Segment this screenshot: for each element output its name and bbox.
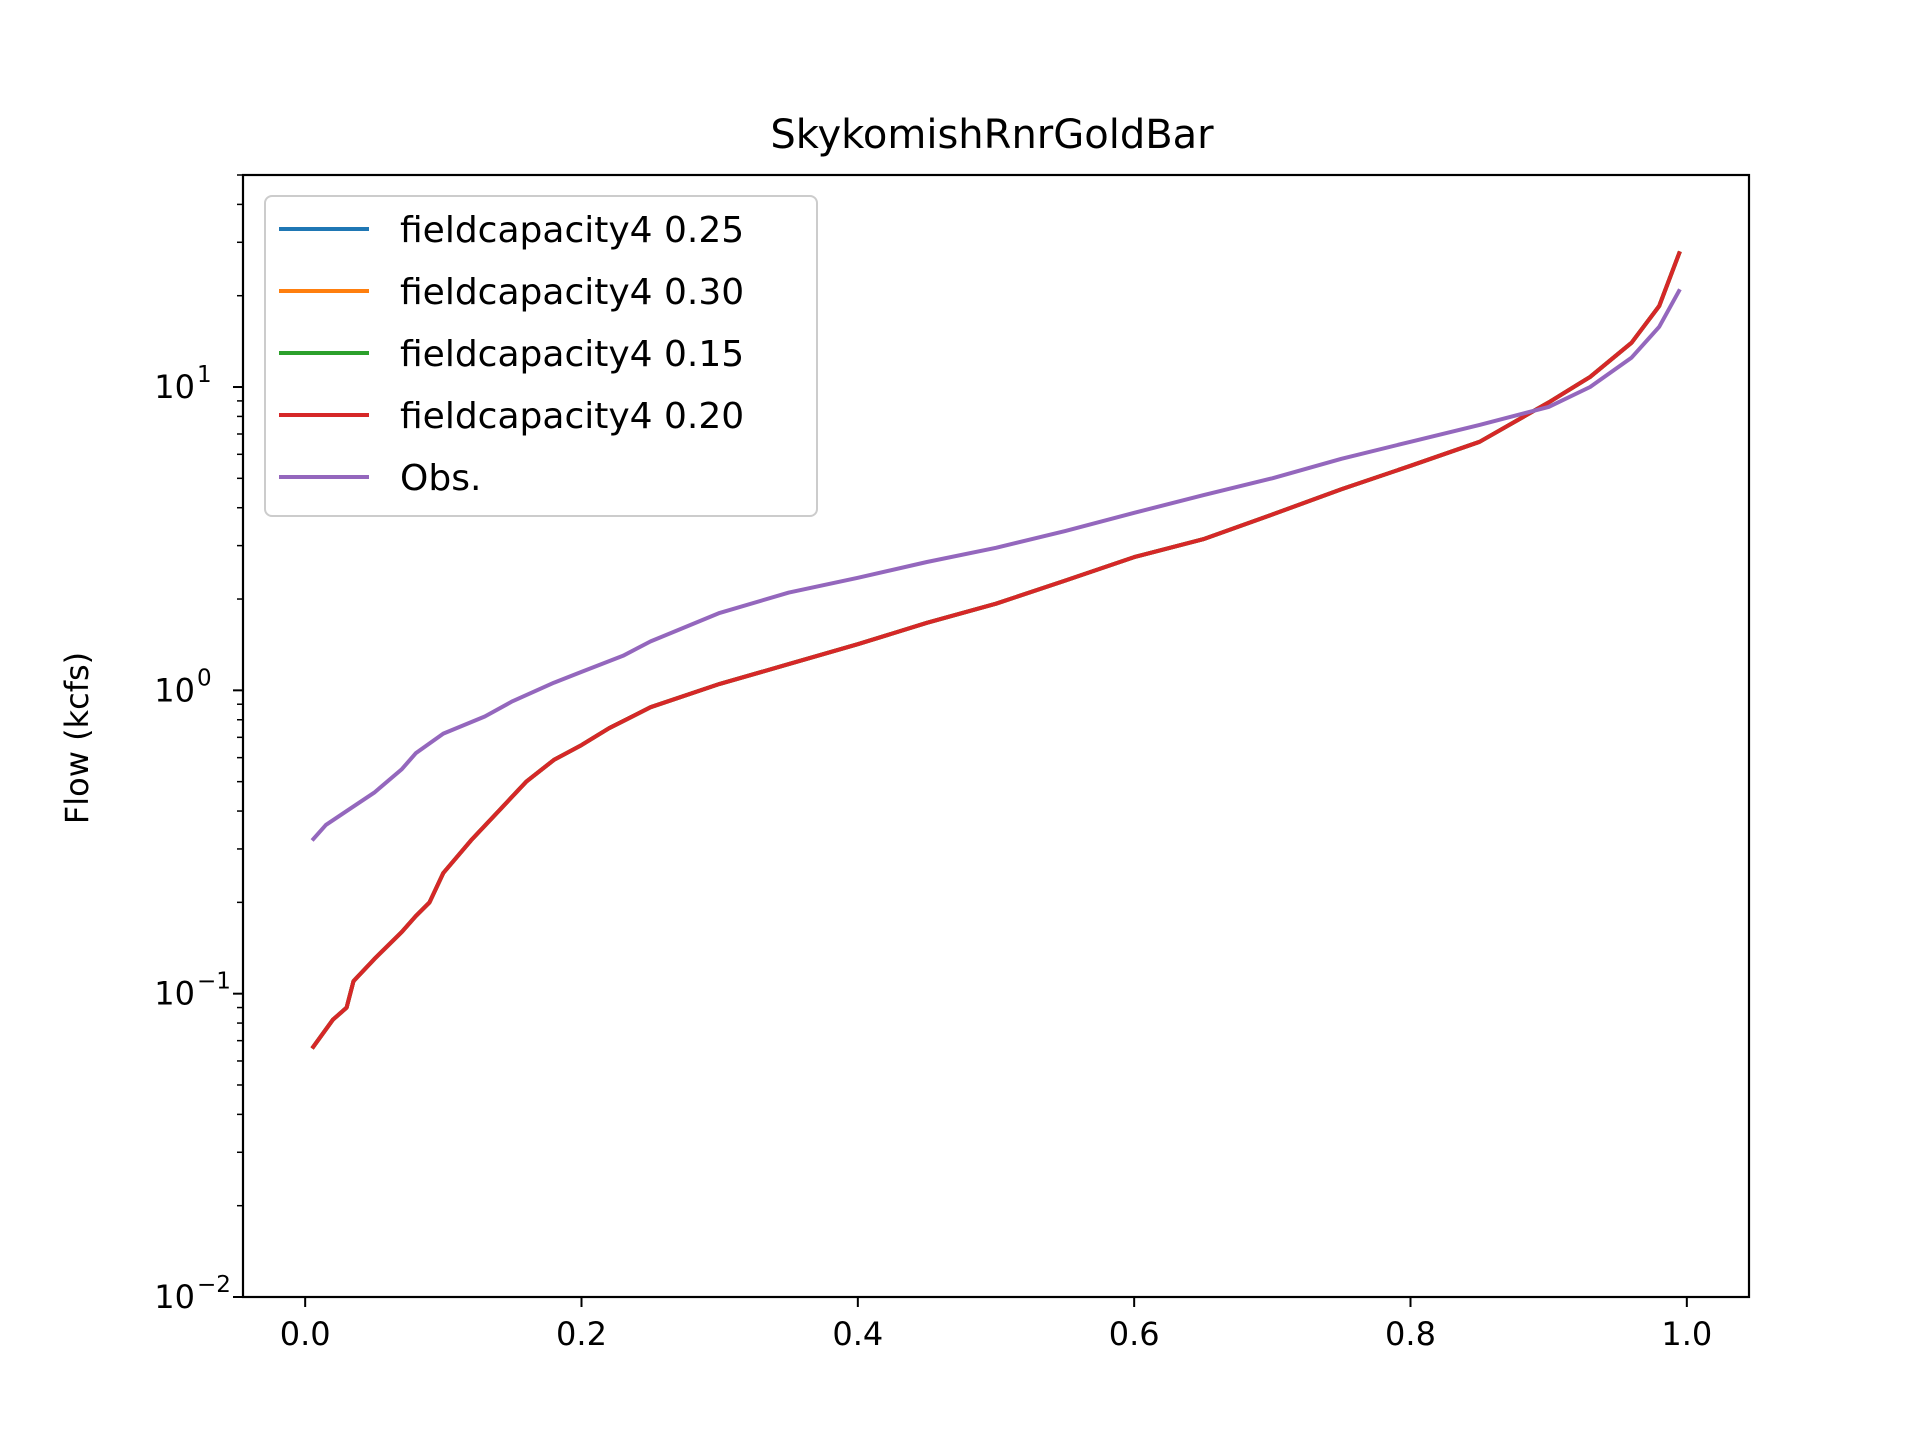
y-axis-label: Flow (kcfs) — [58, 652, 96, 824]
x-tick-label: 1.0 — [1661, 1315, 1712, 1353]
plot-frame — [241, 173, 1751, 1299]
x-tick-label: 0.0 — [280, 1315, 331, 1353]
x-tick-label: 0.4 — [832, 1315, 883, 1353]
y-tick-exponent: 0 — [197, 665, 212, 691]
y-tick-label: 10 — [154, 671, 195, 709]
y-tick-label: 10 — [154, 368, 195, 406]
y-tick-exponent: −2 — [197, 1272, 231, 1298]
y-tick-exponent: 1 — [197, 362, 212, 388]
legend-label: fieldcapacity4 0.25 — [400, 210, 744, 251]
legend: fieldcapacity4 0.25 fieldcapacity4 0.30 fi… — [264, 195, 818, 517]
chart-title: SkykomishRnrGoldBar — [770, 112, 1214, 158]
legend-label: fieldcapacity4 0.20 — [400, 396, 744, 437]
series-line — [310, 250, 1682, 1050]
x-tick-label: 0.8 — [1385, 1315, 1436, 1353]
y-tick-exponent: −1 — [197, 969, 231, 995]
x-axis: 0.0 0.2 0.4 0.6 0.8 1.0 — [280, 1297, 1712, 1353]
x-tick-label: 0.2 — [556, 1315, 607, 1353]
legend-label: Obs. — [400, 458, 481, 499]
series-line — [310, 288, 1682, 842]
y-tick-label: 10 — [154, 975, 195, 1013]
legend-label: fieldcapacity4 0.30 — [400, 272, 744, 313]
series-layer — [310, 250, 1682, 1050]
legend-box — [264, 195, 818, 517]
x-tick-label: 0.6 — [1109, 1315, 1160, 1353]
y-tick-label: 10 — [154, 1278, 195, 1316]
legend-label: fieldcapacity4 0.15 — [400, 334, 744, 375]
